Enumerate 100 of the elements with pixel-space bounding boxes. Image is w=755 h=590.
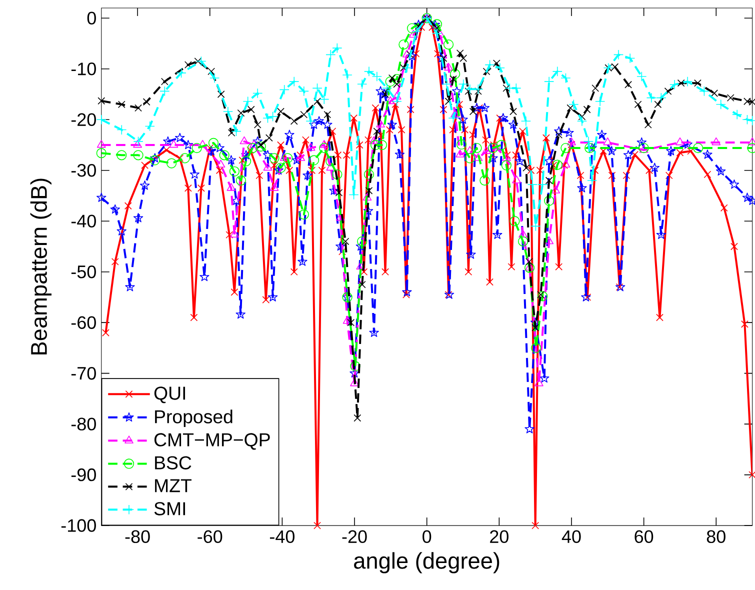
point	[464, 153, 475, 164]
point	[362, 192, 372, 201]
point	[219, 150, 230, 160]
point	[501, 160, 512, 171]
point	[561, 160, 570, 168]
point	[456, 140, 467, 150]
point	[450, 110, 460, 118]
y-tick-label: -90	[71, 468, 96, 482]
point	[406, 23, 418, 34]
point	[240, 156, 252, 167]
point	[230, 230, 239, 238]
point	[332, 170, 342, 180]
x-tick-label: -80	[125, 530, 150, 544]
point	[492, 143, 502, 151]
x-tick-label: -20	[342, 530, 367, 544]
point	[298, 210, 309, 220]
legend-label: MZT	[155, 479, 192, 492]
point	[551, 186, 560, 194]
point	[409, 30, 418, 38]
point	[560, 143, 571, 154]
y-axis-title: Beampattern (dB)	[30, 178, 52, 355]
point	[544, 196, 554, 206]
point	[443, 40, 454, 50]
point	[496, 140, 506, 150]
point	[518, 230, 528, 238]
point	[386, 96, 395, 104]
point	[269, 153, 280, 164]
point	[282, 153, 293, 164]
point	[226, 183, 236, 192]
point	[240, 136, 249, 144]
x-tick-label: 40	[562, 530, 581, 544]
x-tick-label: 0	[422, 530, 432, 544]
legend-label: QUI	[154, 386, 186, 404]
point	[712, 138, 721, 146]
point	[216, 160, 226, 168]
point	[584, 143, 595, 154]
point	[150, 155, 160, 166]
y-tick-label: -70	[71, 367, 96, 380]
point	[169, 140, 178, 148]
point	[308, 155, 320, 166]
point	[96, 148, 106, 158]
x-tick-label: 80	[706, 530, 726, 544]
y-tick-label: -10	[71, 62, 96, 76]
point	[444, 63, 453, 71]
point	[356, 262, 366, 270]
point	[116, 150, 127, 160]
point	[385, 76, 396, 87]
point	[432, 19, 442, 30]
point	[192, 143, 202, 154]
point	[530, 343, 542, 354]
legend-label: CMT−MP−QP	[154, 433, 270, 450]
point	[319, 143, 330, 154]
point	[276, 162, 286, 174]
y-tick-label: -100	[61, 519, 96, 532]
point	[133, 150, 144, 160]
point	[306, 143, 316, 151]
point	[398, 40, 409, 50]
point	[603, 138, 612, 146]
point	[364, 170, 374, 180]
point	[369, 136, 378, 144]
point	[676, 138, 684, 146]
point	[96, 140, 106, 148]
point	[534, 378, 544, 386]
point	[357, 236, 368, 247]
point	[256, 142, 266, 152]
point	[512, 176, 521, 184]
x-tick-label: 20	[490, 530, 508, 544]
point	[465, 146, 474, 154]
legend-label: Proposed	[155, 410, 232, 428]
point	[510, 216, 520, 226]
point	[320, 140, 329, 148]
y-tick-label: -60	[71, 316, 96, 330]
point	[692, 143, 704, 154]
y-tick-label: -40	[71, 214, 96, 228]
y-tick-label: -80	[71, 418, 96, 431]
point	[376, 120, 385, 128]
point	[524, 262, 535, 274]
x-tick-label: -60	[198, 530, 222, 544]
point	[133, 140, 142, 148]
point	[392, 74, 402, 84]
point	[552, 160, 562, 170]
legend-label: SMI	[154, 502, 186, 516]
point	[350, 361, 360, 372]
point	[456, 150, 465, 158]
point	[376, 140, 388, 150]
point	[472, 143, 482, 154]
point	[567, 138, 576, 146]
point	[518, 236, 528, 247]
x-axis-title: angle (degree)	[354, 552, 500, 574]
y-tick-label: -50	[71, 266, 96, 278]
point	[474, 153, 483, 162]
point	[236, 176, 246, 186]
point	[270, 183, 279, 192]
point	[350, 378, 359, 386]
point	[180, 153, 190, 164]
point	[537, 291, 548, 302]
point	[247, 143, 258, 154]
y-tick-label: 0	[87, 12, 96, 25]
x-tick-label: -40	[270, 530, 294, 544]
point	[370, 140, 381, 150]
